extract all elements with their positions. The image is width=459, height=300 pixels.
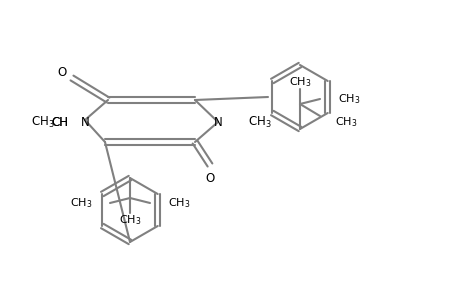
Text: CH$_3$: CH$_3$ <box>118 213 141 227</box>
Text: O: O <box>57 67 67 80</box>
Text: CH: CH <box>51 116 68 128</box>
Text: CH$_3$: CH$_3$ <box>247 114 271 130</box>
Text: CH$_3$: CH$_3$ <box>288 75 311 89</box>
Text: N: N <box>80 116 89 128</box>
Text: CH$_3$: CH$_3$ <box>337 92 360 106</box>
Text: CH$_3$: CH$_3$ <box>31 114 55 130</box>
Text: CH: CH <box>51 116 68 128</box>
Text: N: N <box>213 116 222 128</box>
Text: CH$_3$: CH$_3$ <box>168 196 190 210</box>
Text: CH$_3$: CH$_3$ <box>69 196 92 210</box>
Text: O: O <box>205 172 214 184</box>
Text: CH$_3$: CH$_3$ <box>334 115 357 129</box>
